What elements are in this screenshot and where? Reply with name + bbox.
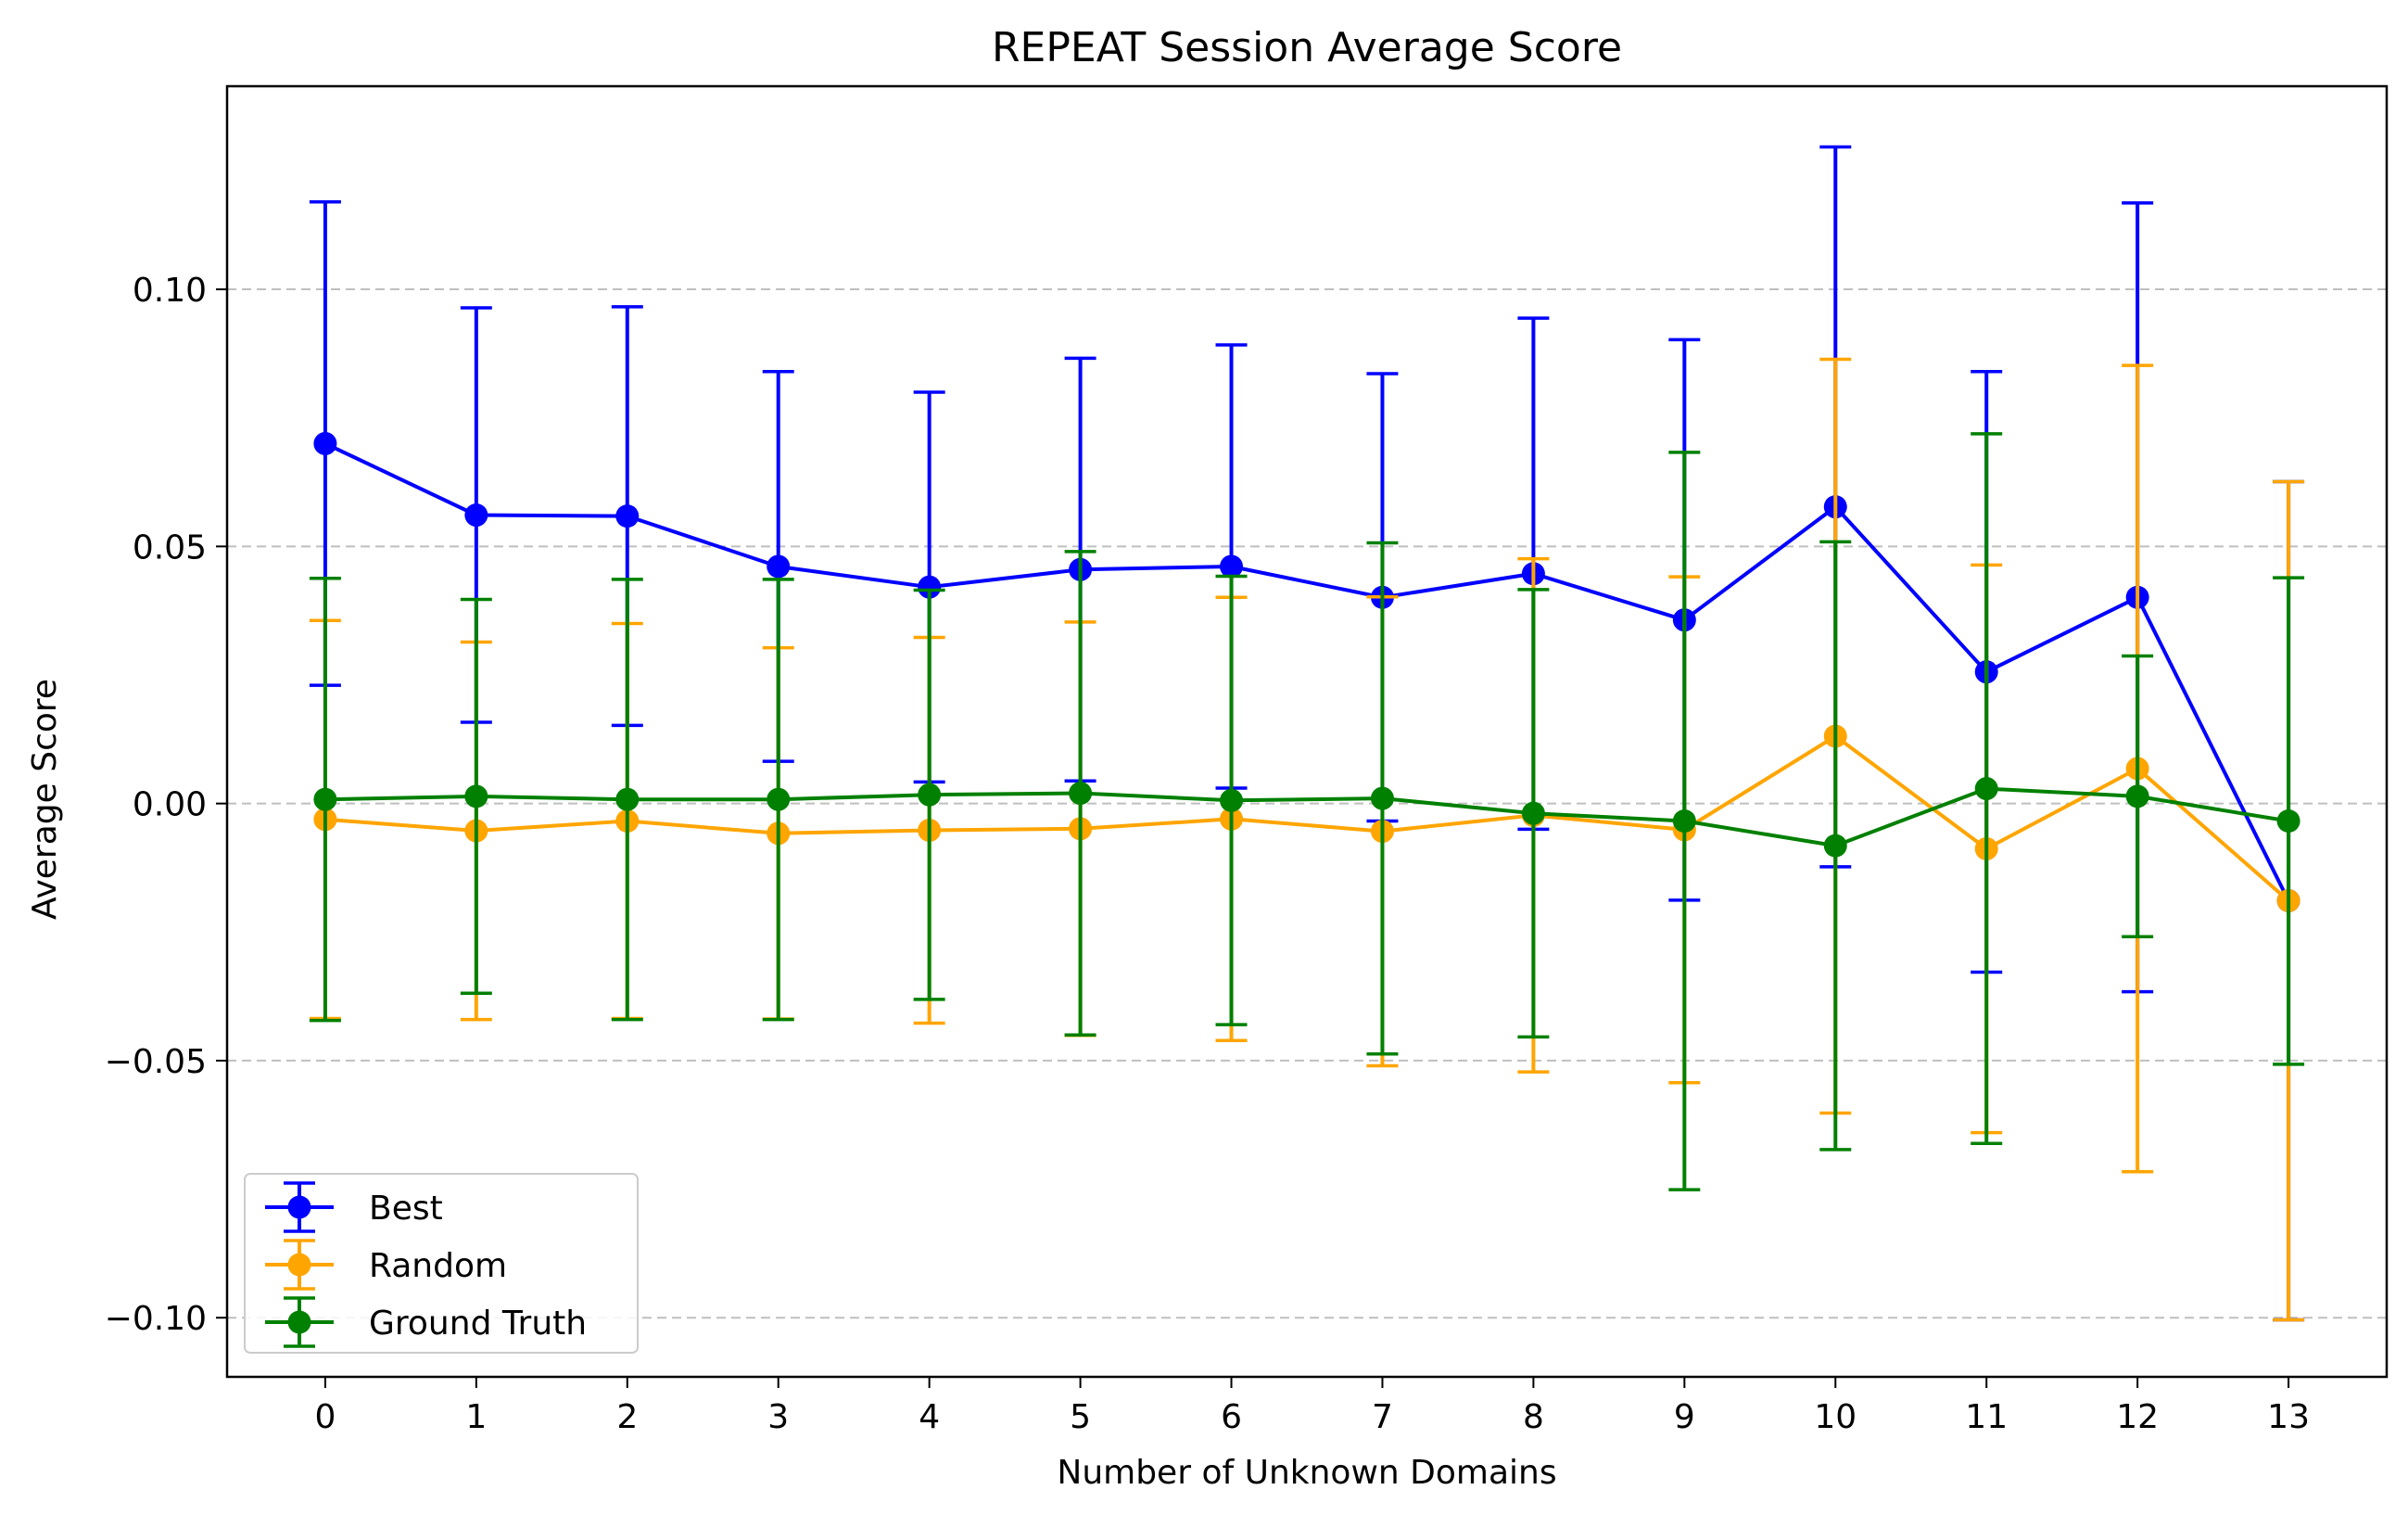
plot-frame: [225, 84, 2389, 1379]
legend-marker: [287, 1253, 311, 1277]
x-tick-label: 3: [767, 1398, 789, 1436]
legend-item: Best: [265, 1181, 443, 1233]
data-point: [1672, 808, 1696, 833]
data-point: [1069, 782, 1093, 806]
x-tick-label: 7: [1372, 1398, 1393, 1436]
x-tick-label: 12: [2116, 1398, 2159, 1436]
series-ground-truth: [309, 432, 2305, 1191]
markers: [313, 777, 2300, 858]
y-tick-label: 0.00: [133, 786, 207, 824]
legend-label: Best: [369, 1190, 443, 1228]
y-tick-label: 0.05: [133, 528, 207, 567]
x-tick-label: 8: [1523, 1398, 1544, 1436]
y-axis-label: Average Score: [26, 679, 64, 920]
x-tick-label: 0: [314, 1398, 336, 1436]
legend-label: Random: [369, 1247, 507, 1285]
data-point: [1220, 788, 1244, 812]
data-point: [918, 575, 942, 599]
x-tick-label: 1: [465, 1398, 487, 1436]
y-tick-label: 0.10: [133, 272, 207, 310]
x-tick-label: 4: [919, 1398, 940, 1436]
data-point: [464, 784, 488, 808]
data-point: [615, 787, 640, 811]
legend-item: Random: [265, 1239, 507, 1291]
data-point: [918, 783, 942, 807]
data-point: [464, 503, 488, 528]
series-line: [324, 441, 2290, 902]
x-tick-label: 9: [1674, 1398, 1695, 1436]
x-tick-label: 5: [1070, 1398, 1091, 1436]
data-point: [767, 787, 791, 811]
data-point: [2125, 784, 2149, 808]
y-tick-label: −0.05: [105, 1043, 207, 1081]
series-layer: [309, 145, 2305, 1322]
data-point: [615, 504, 640, 528]
legend-marker: [287, 1310, 311, 1334]
data-point: [313, 431, 337, 455]
legend: Best Random Ground Truth: [244, 1173, 639, 1354]
y-tick-label: −0.10: [105, 1300, 207, 1338]
data-point: [1521, 801, 1545, 825]
data-point: [767, 554, 791, 579]
legend-item: Ground Truth: [265, 1296, 587, 1348]
data-point: [1220, 554, 1244, 579]
x-tick-label: 11: [1965, 1398, 2008, 1436]
data-point: [1370, 786, 1394, 810]
legend-label: Ground Truth: [369, 1305, 587, 1343]
x-tick-label: 10: [1814, 1398, 1857, 1436]
data-point: [1974, 777, 1998, 801]
x-axis-label: Number of Unknown Domains: [1057, 1454, 1556, 1492]
legend-marker: [287, 1195, 311, 1219]
x-tick-label: 2: [616, 1398, 638, 1436]
x-tick-label: 13: [2267, 1398, 2310, 1436]
data-point: [313, 787, 337, 811]
data-point: [2276, 808, 2300, 833]
data-point: [1823, 834, 1847, 858]
x-tick-label: 6: [1221, 1398, 1242, 1436]
series-line: [324, 734, 2290, 903]
series-line: [324, 786, 2289, 848]
tick-layer: −0.10−0.050.000.050.100 1 2 3 4 5 6 7 8 9 10 11 12 13: [105, 272, 2310, 1436]
legend-box: [244, 1173, 639, 1354]
chart-title: REPEAT Session Average Score: [992, 24, 1622, 71]
